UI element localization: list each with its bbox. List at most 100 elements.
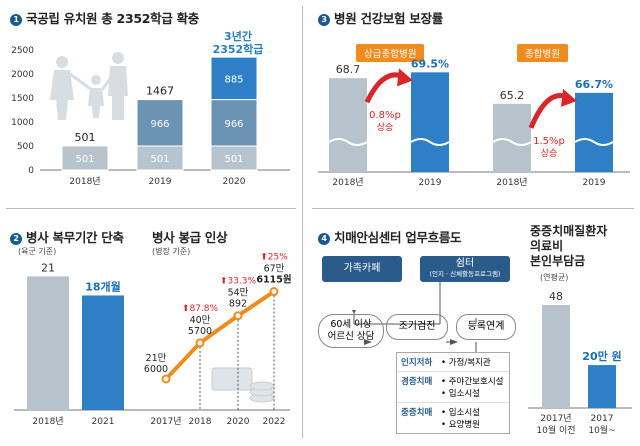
family-icon (50, 52, 128, 120)
bar-value-label: 65.2 (500, 89, 525, 102)
point-label-line1: 67만 (264, 264, 285, 275)
panel1-annotation-line2: 2352학급 (212, 43, 264, 56)
node-registration: 등록연계 (456, 314, 516, 340)
bar-segment-label: 966 (150, 119, 169, 130)
bar-segment-label: 501 (75, 154, 94, 165)
change-label: ⬆33.3% (220, 277, 257, 287)
badge-tertiary-hospital: 상급종합병원 (356, 44, 425, 62)
increase-arrow (364, 72, 404, 104)
service-row-3: 중증치매 • 입소시설 • 요양병원 (397, 403, 509, 433)
bar-total-label: 1467 (146, 85, 174, 98)
bar-segment (210, 145, 258, 171)
bar (27, 276, 69, 410)
x-tick-label: 2018년 (332, 177, 363, 188)
point-label-line2: 6115원 (256, 274, 291, 286)
x-tick-label: 2018 (189, 417, 212, 427)
bar-value-label: 21 (41, 261, 55, 274)
y-tick-label: 2000 (11, 70, 34, 80)
service-row-2: 경증치매 • 주야간보호시설 • 입소시설 (397, 372, 509, 403)
service-row-1: 인지저하 • 가정/복지관 (397, 353, 509, 372)
node-consult-line1: 60세 이상 (330, 319, 372, 330)
bar-segment-label: 501 (150, 154, 169, 165)
panel4-title: 4 치매안심센터 업무흐름도 (318, 227, 462, 246)
divider-horizontal-right (312, 208, 634, 209)
bar-value-label: 20만 원 (582, 349, 621, 363)
bar-segment-label: 966 (224, 119, 243, 130)
panel3-title: 3 병원 건강보험 보장률 (318, 8, 443, 27)
panel3-number: 3 (318, 14, 330, 26)
banknote-icon (211, 367, 253, 391)
bar (588, 365, 616, 408)
x-tick-label: 2018년 (32, 416, 63, 427)
bar (411, 72, 449, 172)
y-tick-label: 2500 (11, 46, 34, 56)
x-tick-label: 2017년 (150, 416, 181, 427)
point-label-line1: 40만 (190, 315, 211, 326)
node-shelter-sub: (인지 · 신체활동프로그램) (429, 270, 501, 278)
panel2b-title: 병사 봉급 인상 (152, 230, 228, 245)
bar-segment-label: 885 (224, 74, 243, 85)
panel1-number: 1 (10, 14, 22, 26)
service-row-1-key: 인지저하 (401, 358, 433, 368)
panel5-title-line1: 중증치매질환자 (530, 224, 608, 238)
x-tick-label: 2022 (263, 417, 286, 427)
line-point (269, 287, 279, 297)
panel1-annotation-line1: 3년간 (224, 30, 252, 43)
x-tick-label: 2019 (583, 178, 606, 188)
salary-line (164, 289, 276, 381)
point-label-line2: 892 (229, 299, 247, 310)
service-row-2-val1: • 주야간보호시설 (441, 377, 504, 387)
line-point (195, 338, 205, 348)
increase-arrowhead (561, 88, 577, 107)
axis-break (492, 138, 532, 146)
node-consult: 60세 이상 어르신 상담 (318, 314, 384, 348)
y-tick-label: 1500 (11, 94, 34, 104)
bar-value-label: 68.7 (336, 63, 361, 76)
bar-segment (61, 145, 109, 171)
panel5-title: 중증치매질환자 의료비 본인부담금 (530, 224, 607, 269)
panel1-chart: 0 500 1000 1500 2000 2500 501 501 2018년 501 966 14… (11, 46, 290, 187)
point-label-line2: 5700 (188, 326, 212, 337)
panel2-title-text: 병사 복무기간 단축 (26, 230, 124, 245)
change-word: 상승 (541, 148, 558, 159)
x-tick-label: 2020 (223, 177, 246, 187)
node-shelter: 쉼터 (인지 · 신체활동프로그램) (420, 256, 510, 282)
node-consult-line2: 어르신 상담 (327, 331, 375, 342)
change-label: 1.5%p (533, 136, 565, 147)
x-tick-label: 2018년 (69, 176, 100, 187)
x-tick-label-line1: 2017년 (540, 413, 571, 424)
node-shelter-label: 쉼터 (455, 258, 475, 269)
badge-general-hospital: 종합병원 (517, 44, 568, 62)
service-row-3-val2: • 요양병원 (441, 420, 480, 430)
bar (542, 305, 570, 408)
x-tick-label: 2021 (92, 417, 115, 427)
panel3-title-text: 병원 건강보험 보장률 (334, 11, 443, 26)
panel3-chart: 68.72018년69.5%20190.8%p상승65.22018년66.7%2… (318, 57, 630, 188)
x-tick-label-line2: 10월 이전 (536, 424, 575, 436)
divider-horizontal-left (6, 208, 296, 209)
panel4-title-text: 치매안심센터 업무흐름도 (334, 230, 462, 245)
panel2b-subtitle: (병장 기준) (152, 247, 191, 256)
y-tick-label: 500 (17, 142, 34, 152)
bar-segment-label: 501 (224, 154, 243, 165)
x-tick-label: 2020 (227, 417, 250, 427)
bar-segment (210, 56, 258, 101)
bar-segment (210, 99, 258, 147)
service-row-2-val2: • 입소시설 (441, 389, 480, 399)
change-label: ⬆87.8% (182, 304, 219, 314)
panel1-annotation: 3년간 2352학급 (212, 30, 264, 56)
line-point (233, 311, 243, 321)
service-row-3-val1: • 입소시설 (441, 408, 480, 418)
change-word: 상승 (377, 122, 394, 133)
increase-arrow (528, 93, 568, 129)
panel1-title-text: 국공립 유치원 총 2352학급 확충 (26, 11, 199, 26)
bar-value-label: 48 (549, 290, 563, 303)
increase-arrowhead (397, 68, 413, 87)
panel5-subtitle: (연평균) (540, 273, 569, 282)
bar (82, 295, 124, 410)
service-row-2-key: 경증치매 (401, 377, 433, 387)
bar-segment (136, 99, 184, 147)
x-tick-label: 2018년 (496, 177, 527, 188)
